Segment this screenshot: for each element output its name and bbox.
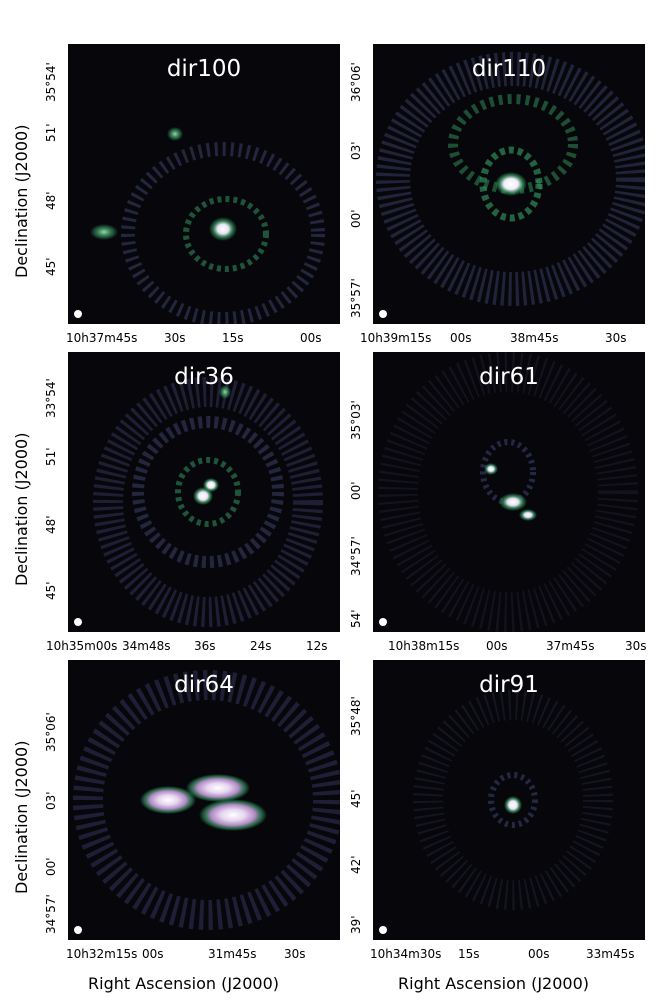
panel-title: dir61 [479, 364, 539, 390]
y-tick-label: 35°48' [349, 696, 363, 736]
x-tick-label: 00s [528, 947, 550, 961]
y-tick-label: 39' [349, 915, 363, 934]
x-tick-label: 30s [605, 331, 627, 345]
x-tick-label: 15s [458, 947, 480, 961]
x-tick-label: 00s [142, 947, 164, 961]
x-tick-label: 10h32m15s [66, 947, 138, 961]
panel-dir91: dir91 [373, 660, 645, 940]
panel-dir36: dir36 [68, 352, 340, 632]
y-tick-label: 45' [44, 581, 58, 600]
y-tick-label: 00' [349, 209, 363, 228]
x-tick-label: 37m45s [546, 639, 595, 653]
radio-image-dir36 [93, 377, 323, 627]
y-tick-label: 51' [44, 123, 58, 142]
x-tick-label: 10h39m15s [360, 331, 432, 345]
y-tick-label: 48' [44, 515, 58, 534]
x-tick-label: 30s [625, 639, 647, 653]
x-tick-label: 00s [450, 331, 472, 345]
x-axis-title: Right Ascension (J2000) [398, 974, 589, 993]
y-tick-label: 03' [44, 791, 58, 810]
panel-title: dir64 [174, 672, 234, 698]
panel-dir100: dir100 [68, 44, 340, 324]
y-tick-label: 35°03' [349, 400, 363, 440]
y-tick-label: 33°54' [44, 378, 58, 418]
x-axis-title: Right Ascension (J2000) [88, 974, 279, 993]
y-tick-label: 35°54' [44, 62, 58, 102]
x-tick-label: 30s [284, 947, 306, 961]
radio-image-dir100 [90, 127, 325, 324]
radio-image-dir61 [378, 352, 638, 632]
panel-title: dir100 [166, 56, 242, 82]
beam-marker-icon [379, 926, 387, 934]
y-tick-label: 00' [44, 857, 58, 876]
beam-marker-icon [74, 310, 82, 318]
beam-marker-icon [379, 618, 387, 626]
x-tick-label: 30s [164, 331, 186, 345]
y-tick-label: 00' [349, 481, 363, 500]
y-tick-label: 42' [349, 855, 363, 874]
x-tick-label: 15s [222, 331, 244, 345]
radio-image-dir64 [73, 670, 340, 930]
x-tick-label: 31m45s [208, 947, 257, 961]
y-tick-label: 34°57' [44, 894, 58, 934]
x-tick-label: 00s [486, 639, 508, 653]
x-tick-label: 12s [306, 639, 328, 653]
beam-marker-icon [379, 310, 387, 318]
x-tick-label: 00s [300, 331, 322, 345]
y-tick-label: 54' [349, 609, 363, 628]
y-tick-label: 35°57' [349, 278, 363, 318]
panel-title: dir36 [174, 364, 234, 390]
x-tick-label: 10h37m45s [66, 331, 138, 345]
panel-title: dir91 [479, 672, 539, 698]
panel-dir61: dir61 [373, 352, 645, 632]
panel-title: dir110 [471, 56, 547, 82]
x-tick-label: 24s [250, 639, 272, 653]
y-tick-label: 51' [44, 447, 58, 466]
x-tick-label: 33m45s [586, 947, 635, 961]
y-tick-label: 03' [349, 141, 363, 160]
beam-marker-icon [74, 618, 82, 626]
y-tick-label: 35°06' [44, 712, 58, 752]
x-tick-label: 10h38m15s [388, 639, 460, 653]
y-axis-title: Declination (J2000) [12, 124, 31, 278]
x-tick-label: 36s [194, 639, 216, 653]
beam-marker-icon [74, 926, 82, 934]
radio-image-dir91 [413, 690, 613, 910]
x-tick-label: 38m45s [510, 331, 559, 345]
panel-dir64: dir64 [68, 660, 340, 940]
x-tick-label: 10h34m30s [370, 947, 442, 961]
x-tick-label: 34m48s [122, 639, 171, 653]
y-tick-label: 36°06' [349, 62, 363, 102]
y-tick-label: 45' [44, 257, 58, 276]
y-tick-label: 48' [44, 191, 58, 210]
y-tick-label: 45' [349, 789, 363, 808]
y-axis-title: Declination (J2000) [12, 740, 31, 894]
y-axis-title: Declination (J2000) [12, 432, 31, 586]
panel-dir110: dir110 [373, 44, 645, 324]
radio-image-dir110 [376, 52, 645, 306]
y-tick-label: 34°57' [349, 536, 363, 576]
x-tick-label: 10h35m00s [46, 639, 118, 653]
